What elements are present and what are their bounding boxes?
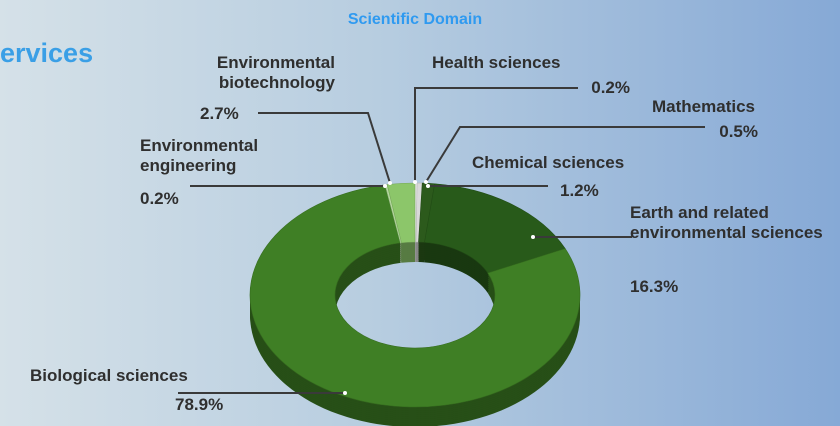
category-label: Environmental biotechnology: [216, 53, 335, 92]
category-label: Environmental engineering: [140, 136, 259, 175]
leader-dot: [383, 184, 387, 188]
slice: [424, 183, 566, 274]
value-label: 16.3%: [630, 277, 679, 296]
value-label: 78.9%: [175, 395, 224, 414]
leader-dot: [424, 180, 428, 184]
slice: [386, 182, 416, 244]
leader-line: [258, 112, 391, 184]
leader-line: [425, 126, 705, 183]
category-label: Health sciences: [432, 53, 561, 72]
leader-line: [414, 87, 578, 182]
leader-dot: [531, 235, 535, 239]
leader-dot: [413, 180, 417, 184]
value-label: 1.2%: [560, 181, 599, 200]
leader-dot: [388, 181, 392, 185]
category-label: Chemical sciences: [472, 153, 625, 172]
value-label: 0.5%: [719, 122, 758, 141]
chart-title: Scientific Domain: [347, 11, 483, 28]
value-label: 0.2%: [140, 189, 179, 208]
category-label: Biological sciences: [30, 366, 188, 385]
leader-dot: [426, 184, 430, 188]
category-label: Earth and related environmental sciences: [630, 203, 823, 242]
page-heading: ervices: [0, 38, 94, 68]
value-label: 0.2%: [591, 78, 630, 97]
value-label: 2.7%: [200, 104, 239, 123]
leader-dot: [343, 391, 347, 395]
category-label: Mathematics: [652, 97, 755, 116]
slice: [249, 184, 581, 408]
